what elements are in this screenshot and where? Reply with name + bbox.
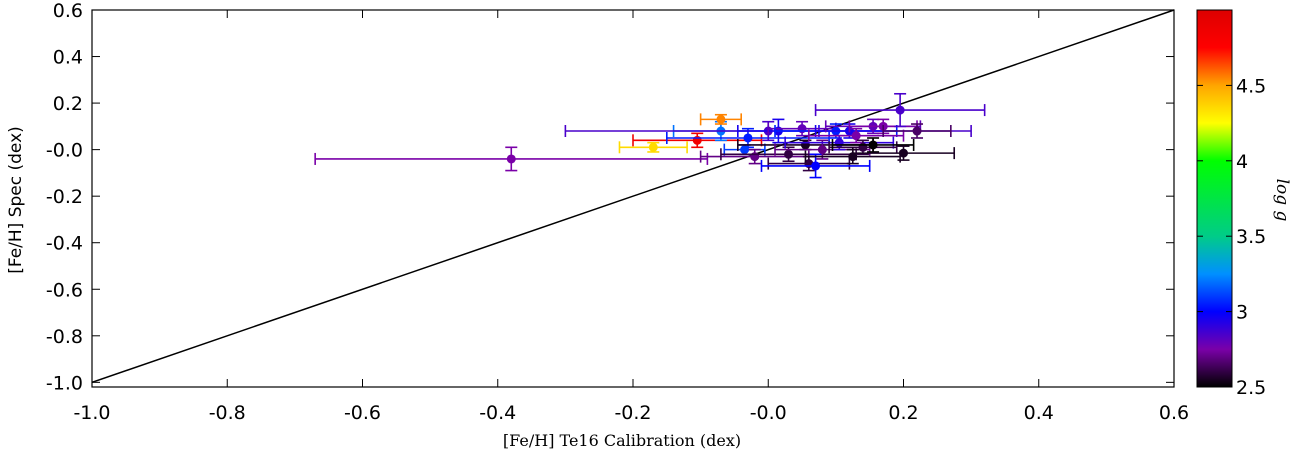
x-tick-label: 0.6	[1159, 402, 1189, 424]
y-tick-label: -0.6	[46, 279, 83, 301]
point-marker	[858, 142, 868, 152]
data-point	[618, 141, 688, 154]
y-tick-label: 0.2	[53, 93, 83, 115]
one-to-one-line	[91, 9, 1175, 384]
y-tick-label: 0.4	[53, 47, 83, 69]
point-marker	[895, 105, 905, 115]
x-axis-label: [Fe/H] Te16 Calibration (dex)	[503, 431, 741, 450]
x-tick-label: -0.4	[479, 402, 516, 424]
x-tick-label: -0.6	[344, 402, 381, 424]
data-point	[760, 153, 871, 179]
point-marker	[811, 161, 821, 171]
data-point	[831, 137, 915, 153]
y-tick-label: -1.0	[46, 372, 83, 394]
point-marker	[800, 140, 810, 150]
point-marker	[506, 154, 516, 164]
data-point	[814, 92, 986, 128]
point-marker	[912, 126, 922, 136]
data-point	[314, 146, 709, 172]
data-point	[808, 127, 905, 144]
colorbar-label: log g	[1272, 179, 1292, 222]
point-marker	[716, 114, 726, 124]
data-point	[767, 155, 851, 172]
data-point	[851, 145, 956, 161]
x-tick-label: -0.0	[750, 402, 787, 424]
colorbar-tick-label: 3	[1236, 302, 1248, 324]
point-marker	[834, 138, 844, 148]
point-marker	[648, 142, 658, 152]
point-marker	[743, 133, 753, 143]
x-tick-label: -0.8	[209, 402, 246, 424]
point-marker	[899, 148, 908, 158]
colorbar-tick-label: 4.5	[1236, 75, 1266, 97]
point-marker	[851, 131, 861, 141]
colorbar-tick-label: 4	[1236, 151, 1248, 173]
y-tick-label: -0.8	[46, 326, 83, 348]
x-tick-label: 0.2	[888, 402, 918, 424]
y-axis-label: [Fe/H] Spec (dex)	[6, 126, 26, 274]
y-tick-label: -0.2	[46, 186, 83, 208]
point-marker	[868, 140, 878, 150]
colorbar-tick-label: 3.5	[1236, 226, 1266, 248]
x-tick-label: -0.2	[614, 402, 651, 424]
colorbar	[1196, 9, 1233, 388]
y-tick-label: -0.4	[46, 233, 83, 255]
point-marker	[797, 124, 807, 134]
point-marker	[740, 145, 750, 155]
point-marker	[784, 149, 794, 159]
point-marker	[750, 152, 760, 162]
x-tick-label: -1.0	[73, 402, 110, 424]
point-marker	[817, 145, 827, 155]
colorbar-tick-label: 2.5	[1236, 377, 1266, 399]
data-point	[699, 113, 743, 126]
point-marker	[692, 135, 702, 145]
y-tick-label: -0.0	[46, 140, 83, 162]
x-tick-label: 0.4	[1024, 402, 1054, 424]
y-tick-label: 0.6	[53, 0, 83, 22]
data-point	[882, 123, 952, 139]
